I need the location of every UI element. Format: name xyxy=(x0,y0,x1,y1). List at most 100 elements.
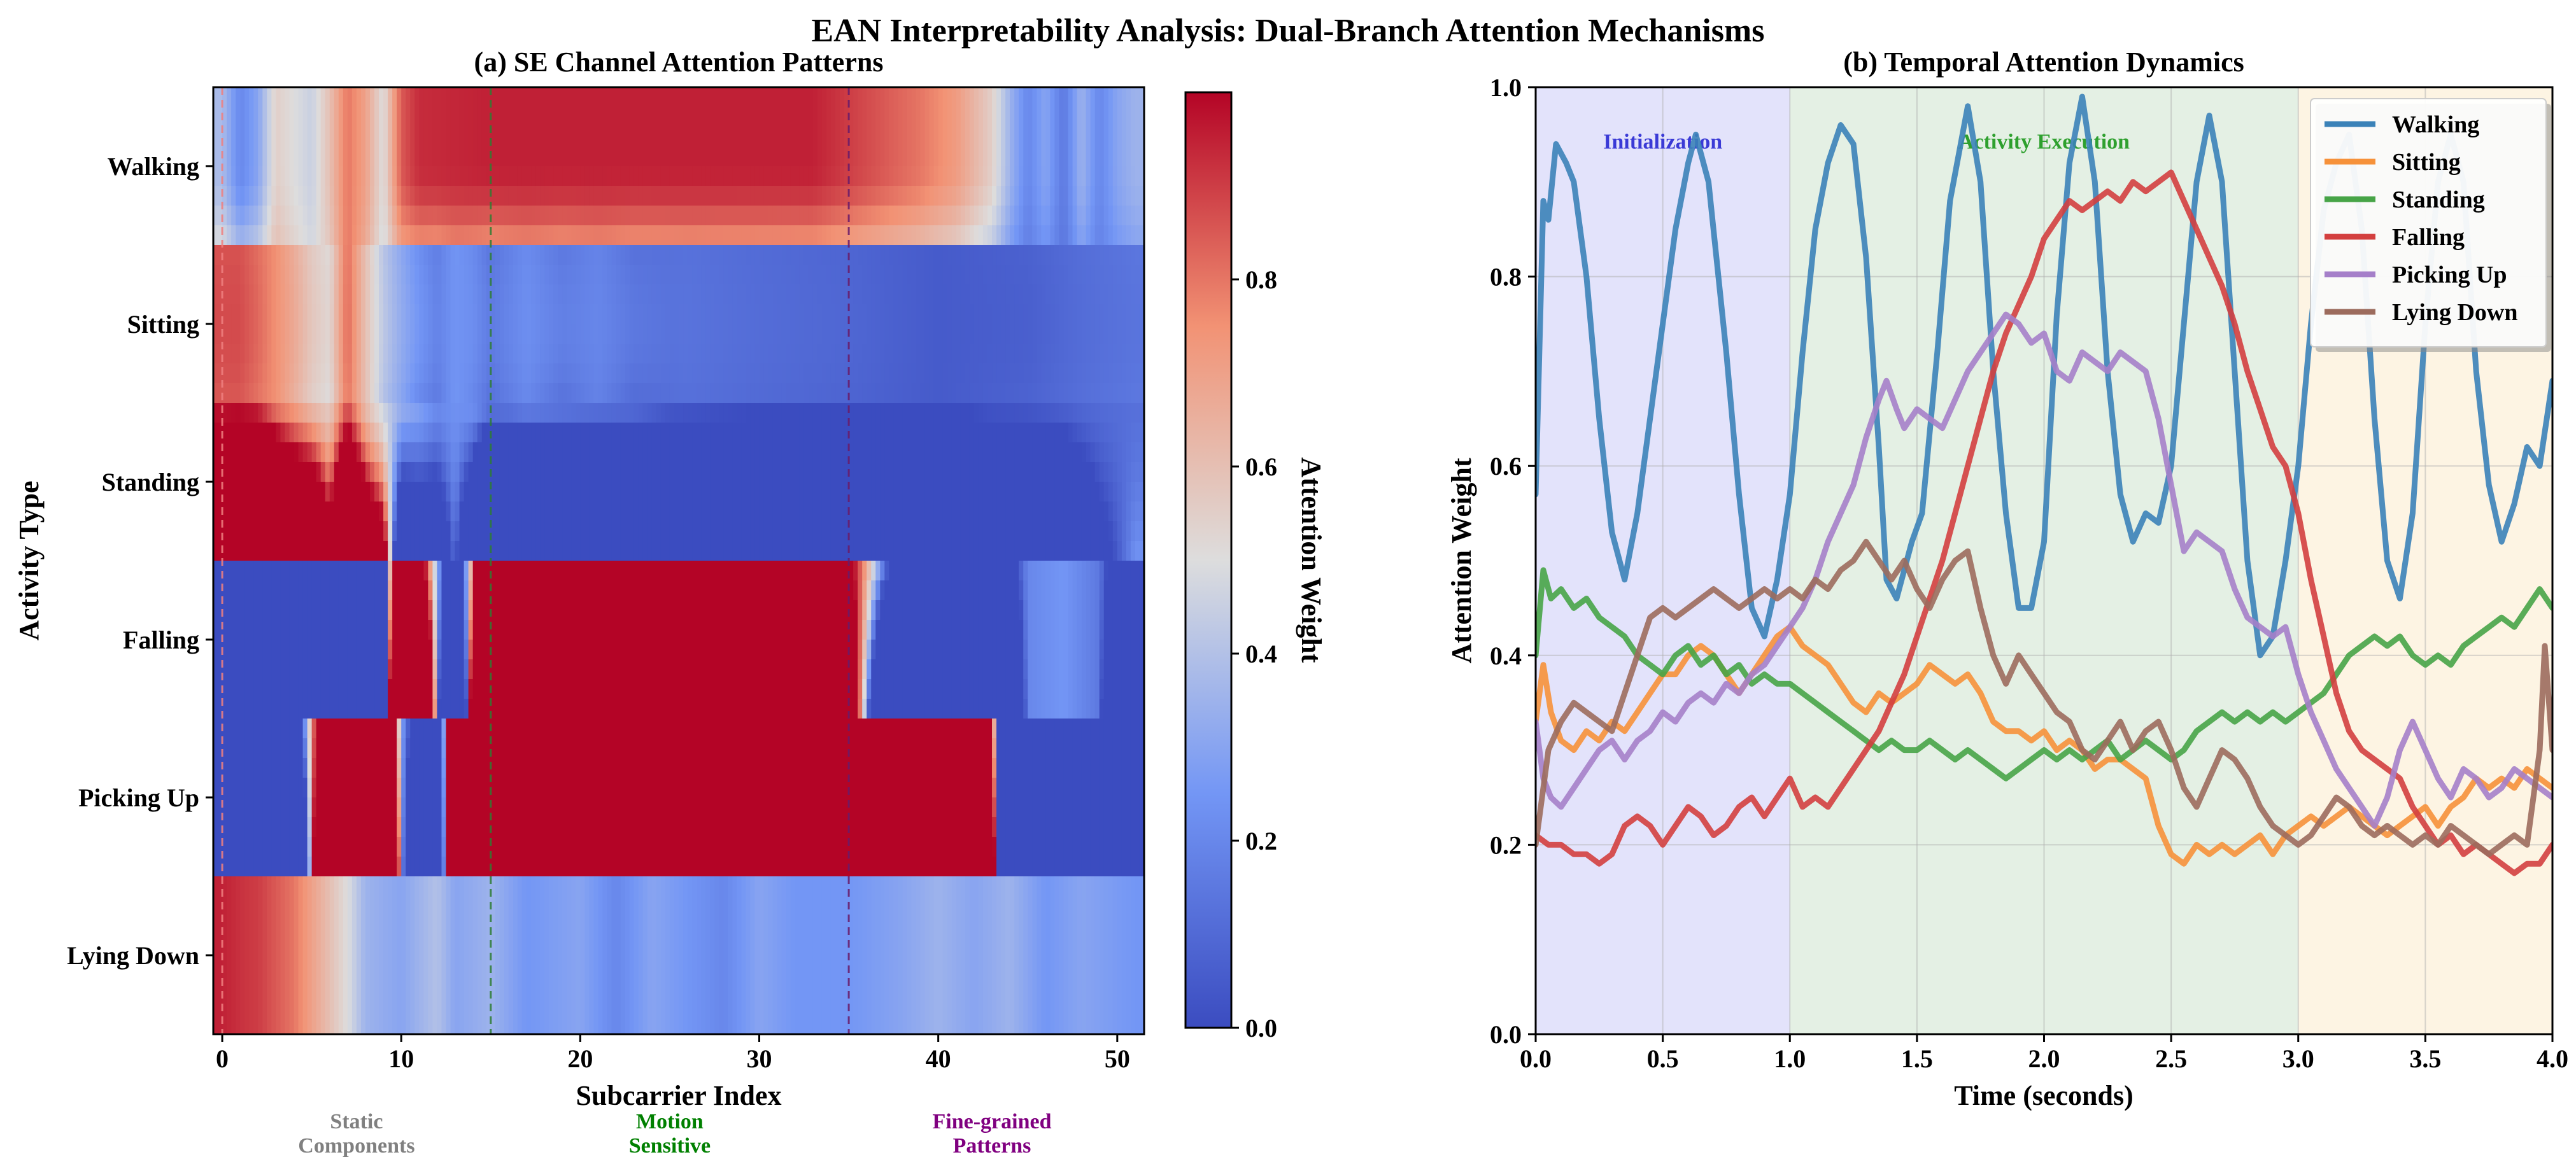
heatmap-cell xyxy=(280,403,286,423)
heatmap-cell xyxy=(1072,245,1078,265)
heatmap-cell xyxy=(1050,482,1056,502)
heatmap-cell xyxy=(593,324,599,344)
heatmap-cell xyxy=(329,304,335,325)
heatmap-cell xyxy=(625,87,630,108)
heatmap-cell xyxy=(540,423,545,443)
heatmap-cell xyxy=(1081,363,1087,384)
heatmap-cell xyxy=(607,442,612,463)
heatmap-cell xyxy=(862,284,868,305)
heatmap-cell xyxy=(531,107,536,127)
heatmap-cell xyxy=(880,127,886,147)
heatmap-cell xyxy=(213,206,218,226)
heatmap-cell xyxy=(356,501,362,522)
heatmap-cell xyxy=(302,265,308,285)
heatmap-cell xyxy=(222,107,227,127)
heatmap-cell xyxy=(951,107,957,127)
heatmap-cell xyxy=(218,186,223,206)
heatmap-cell xyxy=(629,482,635,502)
heatmap-cell xyxy=(397,501,402,522)
heatmap-cell xyxy=(853,107,858,127)
heatmap-cell xyxy=(737,107,742,127)
heatmap-cell xyxy=(1054,403,1060,423)
heatmap-cell xyxy=(316,482,322,502)
heatmap-cell xyxy=(656,127,662,147)
heatmap-cell xyxy=(821,225,827,246)
heatmap-cell xyxy=(723,225,729,246)
heatmap-cell xyxy=(285,166,290,186)
heatmap-cell xyxy=(249,541,255,561)
heatmap-cell xyxy=(947,442,952,463)
heatmap-cell xyxy=(781,383,787,403)
heatmap-cell xyxy=(356,521,362,542)
heatmap-cell xyxy=(1054,423,1060,443)
heatmap-cell xyxy=(1081,265,1087,285)
heatmap-cell xyxy=(580,245,586,265)
heatmap-cell xyxy=(849,482,854,502)
heatmap-cell xyxy=(710,383,716,403)
heatmap-cell xyxy=(414,501,420,522)
heatmap-cell xyxy=(558,265,563,285)
heatmap-cell xyxy=(1094,541,1100,561)
heatmap-cell xyxy=(567,541,572,561)
heatmap-cell xyxy=(679,462,684,482)
heatmap-cell xyxy=(1019,482,1024,502)
heatmap-cell xyxy=(880,206,886,226)
heatmap-cell xyxy=(472,166,478,186)
heatmap-cell xyxy=(602,383,608,403)
heatmap-cell xyxy=(754,107,760,127)
heatmap-cell xyxy=(271,344,277,364)
heatmap-cell xyxy=(692,501,697,522)
heatmap-cell xyxy=(1081,423,1087,443)
heatmap-cell xyxy=(683,442,688,463)
heatmap-cell xyxy=(1010,225,1015,246)
heatmap-cell xyxy=(360,186,366,206)
heatmap-cell xyxy=(222,482,227,502)
heatmap-cell xyxy=(714,166,720,186)
heatmap-cell xyxy=(294,403,299,423)
heatmap-cell xyxy=(1032,521,1038,542)
heatmap-cell xyxy=(388,423,393,443)
heatmap-cell xyxy=(956,423,961,443)
heatmap-cell xyxy=(871,383,877,403)
heatmap-cell xyxy=(302,87,308,108)
heatmap-cell xyxy=(821,245,827,265)
heatmap-cell xyxy=(271,186,277,206)
heatmap-cell xyxy=(320,284,326,305)
heatmap-cell xyxy=(1099,442,1105,463)
heatmap-cell xyxy=(924,541,930,561)
heatmap-cell xyxy=(499,462,505,482)
heatmap-cell xyxy=(1135,107,1140,127)
heatmap-cell xyxy=(871,146,877,167)
heatmap-cell xyxy=(401,482,407,502)
heatmap-cell xyxy=(450,403,456,423)
heatmap-cell xyxy=(996,403,1001,423)
heatmap-cell xyxy=(889,423,895,443)
heatmap-cell xyxy=(821,403,827,423)
heatmap-cell xyxy=(388,206,393,226)
heatmap-cell xyxy=(969,87,975,108)
heatmap-cell xyxy=(580,87,586,108)
heatmap-cell xyxy=(262,265,268,285)
heatmap-cell xyxy=(692,324,697,344)
heatmap-cell xyxy=(450,186,456,206)
heatmap-cell xyxy=(625,383,630,403)
heatmap-cell xyxy=(593,482,599,502)
heatmap-cell xyxy=(803,521,809,542)
heatmap-cell xyxy=(651,186,657,206)
heatmap-cell xyxy=(1130,442,1136,463)
heatmap-cell xyxy=(558,462,563,482)
heatmap-cell xyxy=(464,225,469,246)
heatmap-cell xyxy=(347,501,353,522)
heatmap-cell xyxy=(571,225,577,246)
heatmap-cell xyxy=(1023,107,1029,127)
heatmap-cell xyxy=(446,482,451,502)
heatmap-cell xyxy=(795,462,800,482)
heatmap-cell xyxy=(365,127,371,147)
heatmap-cell xyxy=(697,87,702,108)
heatmap-cell xyxy=(965,541,970,561)
heatmap-cell xyxy=(1028,166,1033,186)
heatmap-cell xyxy=(821,265,827,285)
heatmap-cell xyxy=(1005,186,1010,206)
heatmap-cell xyxy=(786,423,791,443)
heatmap-cell xyxy=(356,442,362,463)
